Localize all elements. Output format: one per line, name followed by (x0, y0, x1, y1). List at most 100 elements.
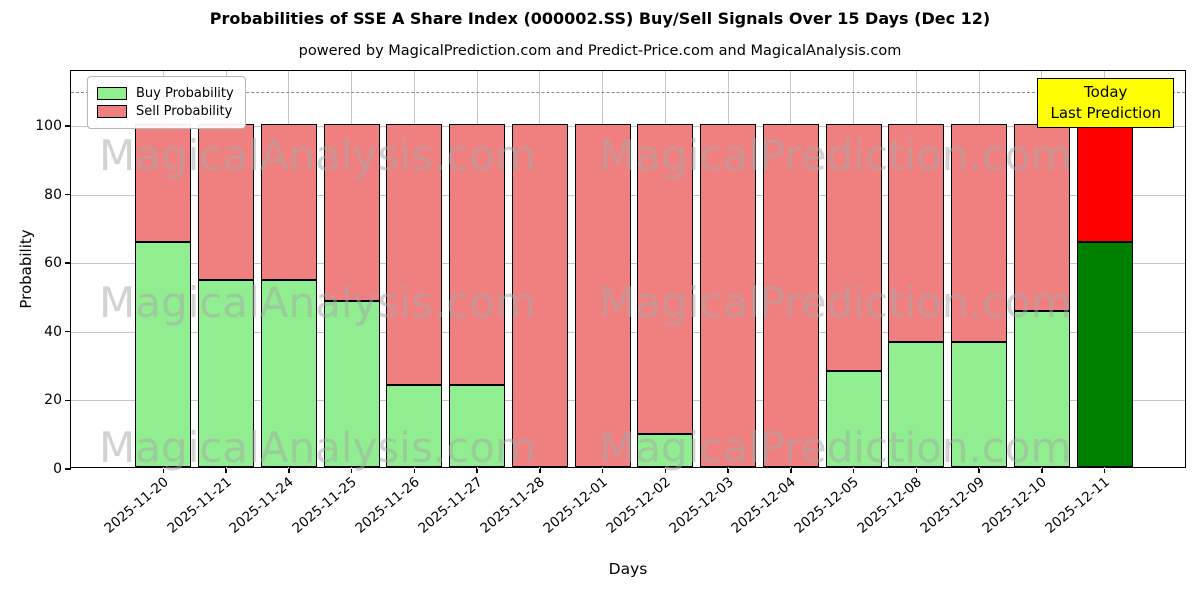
chart-title: Probabilities of SSE A Share Index (0000… (209, 9, 991, 28)
x-tick-label: 2025-12-09 (917, 474, 988, 537)
sell-segment-2025-12-05 (825, 123, 882, 371)
buy-segment-2025-11-26 (386, 384, 443, 467)
sell-segment-2025-12-11 (1076, 123, 1133, 243)
sell-segment-2025-12-09 (951, 123, 1008, 342)
sell-segment-2025-11-24 (260, 123, 317, 281)
x-tick-label: 2025-12-11 (1042, 474, 1113, 537)
x-tick-label: 2025-11-21 (164, 474, 235, 537)
x-tick-label: 2025-11-26 (352, 474, 423, 537)
legend: Buy Probability Sell Probability (87, 76, 246, 129)
threshold-line (71, 91, 1185, 93)
x-axis-label: Days (608, 560, 648, 578)
x-tick-mark (1041, 467, 1043, 473)
x-tick-label: 2025-12-04 (728, 474, 800, 537)
x-tick-mark (225, 467, 227, 473)
bar-2025-12-01 (574, 123, 631, 467)
legend-buy-label: Buy Probability (136, 86, 234, 101)
x-tick-mark (727, 467, 729, 473)
x-tick-label: 2025-12-01 (540, 474, 611, 537)
bar-2025-12-05 (825, 123, 882, 467)
buy-segment-2025-12-08 (888, 341, 945, 467)
buy-segment-2025-12-11 (1076, 242, 1133, 467)
x-tick-mark (476, 467, 478, 473)
y-tick-mark (65, 399, 71, 402)
sell-segment-2025-11-26 (386, 123, 443, 385)
x-tick-mark (664, 467, 667, 473)
x-tick-mark (601, 467, 604, 473)
buy-segment-2025-11-20 (135, 242, 192, 467)
sell-segment-2025-11-27 (449, 123, 506, 385)
y-tick-label: 40 (44, 323, 62, 340)
bar-2025-12-02 (637, 123, 694, 467)
legend-item-sell: Sell Probability (97, 104, 234, 119)
sell-segment-2025-12-01 (574, 123, 631, 467)
sell-segment-2025-11-25 (323, 123, 380, 301)
x-tick-mark (978, 467, 980, 473)
buy-segment-2025-11-27 (449, 384, 506, 467)
bar-2025-12-03 (700, 123, 757, 467)
buy-swatch-icon (97, 87, 127, 100)
sell-segment-2025-12-03 (700, 123, 757, 467)
y-tick-mark (65, 262, 71, 264)
x-tick-mark (790, 467, 792, 473)
legend-item-buy: Buy Probability (97, 86, 234, 101)
x-tick-mark (852, 467, 855, 473)
y-tick-label: 0 (53, 461, 62, 477)
x-tick-mark (1103, 467, 1106, 473)
buy-segment-2025-12-05 (825, 370, 882, 467)
y-tick-mark (65, 193, 71, 196)
bar-2025-12-10 (1013, 123, 1070, 467)
x-tick-mark (539, 467, 541, 473)
bar-2025-12-04 (762, 123, 819, 467)
buy-segment-2025-11-24 (260, 280, 317, 467)
x-tick-mark (350, 467, 353, 473)
sell-segment-2025-11-20 (135, 123, 192, 243)
x-tick-mark (162, 467, 165, 473)
sell-segment-2025-12-02 (637, 123, 694, 435)
today-annotation-line2: Last Prediction (1050, 104, 1161, 122)
x-tick-label: 2025-12-05 (791, 474, 862, 537)
today-annotation: Today Last Prediction (1037, 78, 1174, 128)
y-tick-mark (65, 331, 71, 333)
buy-segment-2025-12-09 (951, 341, 1008, 467)
sell-segment-2025-12-04 (762, 123, 819, 467)
y-tick-label: 100 (35, 117, 62, 134)
x-tick-label: 2025-11-20 (101, 474, 172, 537)
buy-segment-2025-12-10 (1013, 310, 1070, 467)
plot-area: Buy Probability Sell Probability Today L… (35, 70, 1186, 537)
bar-2025-11-25 (323, 123, 380, 467)
bar-2025-11-28 (511, 123, 568, 467)
today-annotation-line1: Today (1084, 83, 1128, 101)
x-tick-label: 2025-11-27 (415, 474, 486, 537)
y-tick-label: 80 (44, 186, 62, 203)
buy-segment-2025-11-21 (198, 280, 255, 467)
buy-segment-2025-12-02 (637, 434, 694, 467)
bar-2025-12-11 (1076, 123, 1133, 467)
sell-segment-2025-12-10 (1013, 123, 1070, 311)
chart-subtitle: powered by MagicalPrediction.com and Pre… (298, 43, 902, 59)
sell-segment-2025-11-28 (511, 123, 568, 467)
bar-2025-11-27 (449, 123, 506, 467)
x-tick-label: 2025-12-10 (979, 474, 1051, 537)
bar-2025-12-09 (951, 123, 1008, 467)
bar-2025-12-08 (888, 123, 945, 467)
x-tick-mark (915, 467, 918, 473)
y-axis-label: Probability (17, 229, 35, 309)
bar-2025-11-26 (386, 123, 443, 467)
x-tick-mark (288, 467, 290, 473)
sell-swatch-icon (97, 105, 127, 118)
x-tick-label: 2025-12-08 (854, 474, 925, 537)
sell-segment-2025-12-08 (888, 123, 945, 342)
bar-2025-11-20 (135, 123, 192, 467)
bar-2025-11-24 (260, 123, 317, 467)
legend-sell-label: Sell Probability (136, 104, 233, 119)
x-tick-label: 2025-12-02 (603, 474, 674, 537)
x-tick-mark (413, 467, 416, 473)
x-tick-label: 2025-11-24 (226, 474, 298, 537)
sell-segment-2025-11-21 (198, 123, 255, 281)
buy-segment-2025-11-25 (323, 300, 380, 467)
x-tick-label: 2025-11-28 (477, 474, 549, 537)
y-tick-mark (65, 468, 71, 470)
y-tick-mark (65, 125, 71, 127)
